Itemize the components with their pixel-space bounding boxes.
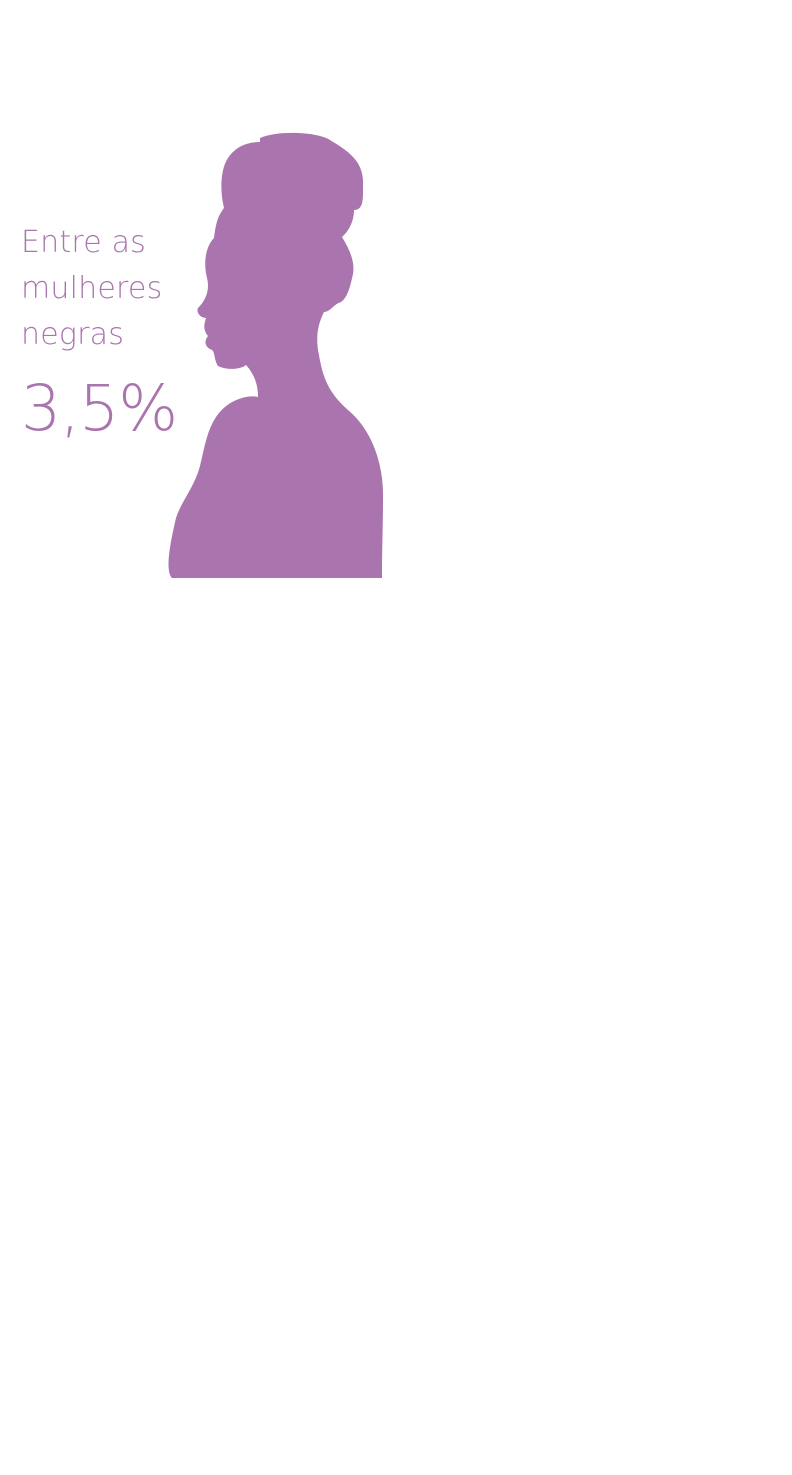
stat-value: 3,5% — [21, 372, 178, 445]
stat-label-line-3: negras — [21, 317, 125, 352]
stat-card: Entre as mulheres negras 3,5% — [0, 0, 792, 600]
stat-label-line-1: Entre as — [21, 225, 147, 260]
woman-profile-silhouette-icon — [168, 132, 384, 578]
stat-label-line-2: mulheres — [21, 271, 163, 306]
stat-text: Entre as mulheres negras 3,5% — [21, 220, 196, 444]
